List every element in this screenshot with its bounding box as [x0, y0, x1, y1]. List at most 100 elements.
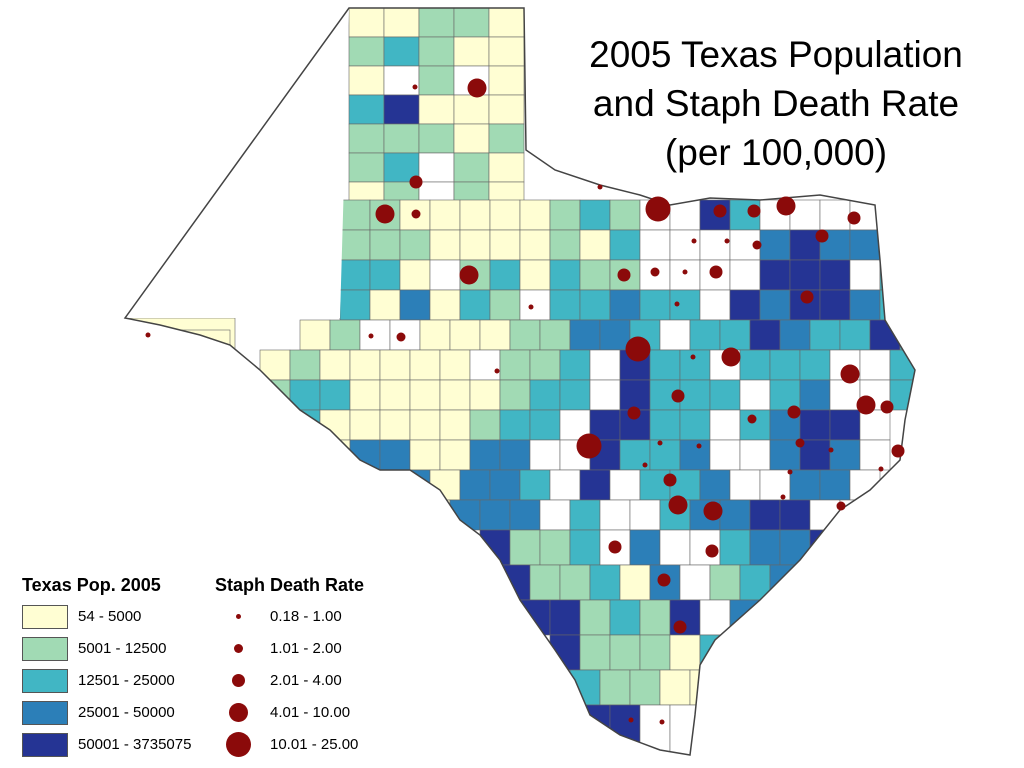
county	[383, 94, 420, 125]
staph-rate-dot	[617, 268, 631, 282]
county	[609, 599, 641, 636]
staph-rate-dot	[696, 443, 702, 449]
county	[383, 36, 420, 67]
county	[489, 289, 521, 321]
county	[629, 669, 661, 706]
county	[569, 319, 601, 351]
county	[699, 229, 731, 261]
county	[409, 379, 441, 411]
county	[499, 439, 531, 471]
county	[579, 199, 611, 231]
staph-rate-dot	[368, 333, 374, 339]
county	[859, 349, 891, 381]
staph-rate-dot	[657, 440, 663, 446]
county	[609, 289, 641, 321]
swatch-1	[22, 605, 68, 629]
staph-dots	[145, 78, 905, 725]
population-label-3: 12501 - 25000	[78, 672, 175, 689]
county	[609, 634, 641, 671]
staph-rate-dot	[795, 438, 805, 448]
state-outline	[123, 7, 916, 756]
county	[759, 259, 791, 291]
county	[399, 259, 431, 291]
county	[339, 289, 371, 321]
county	[459, 199, 491, 231]
staph-rate-dot	[657, 573, 671, 587]
staph-rate-dot	[747, 414, 757, 424]
staph-dot-2	[234, 644, 243, 653]
county	[689, 669, 721, 706]
county	[469, 379, 501, 411]
county	[339, 229, 371, 261]
county	[739, 439, 771, 471]
staph-rate-dot	[625, 336, 651, 362]
county	[609, 229, 641, 261]
county	[659, 669, 691, 706]
staph-rate-dot	[713, 204, 727, 218]
staph-rate-dot	[528, 304, 534, 310]
staph-rate-dot	[856, 395, 876, 415]
county	[519, 199, 551, 231]
county	[709, 409, 741, 441]
county	[769, 349, 801, 381]
county	[639, 229, 671, 261]
county	[479, 319, 511, 351]
county	[679, 379, 711, 411]
staph-rate-dot	[459, 265, 479, 285]
county	[839, 319, 871, 351]
staph-rate-dot	[412, 84, 418, 90]
county	[819, 469, 851, 501]
county	[709, 564, 741, 601]
county	[453, 36, 490, 67]
county	[159, 329, 231, 371]
county	[418, 8, 455, 38]
county	[429, 259, 461, 291]
county	[289, 439, 321, 471]
county	[559, 379, 591, 411]
county	[409, 349, 441, 381]
county	[519, 289, 551, 321]
staph-rate-dot	[411, 209, 421, 219]
staph-rate-dot	[494, 368, 500, 374]
county	[488, 8, 525, 38]
county	[609, 199, 641, 231]
county	[349, 379, 381, 411]
staph-rate-dot	[878, 466, 884, 472]
staph-rate-dot	[703, 501, 723, 521]
county	[639, 599, 671, 636]
county	[359, 319, 391, 351]
county	[629, 499, 661, 531]
county	[769, 379, 801, 411]
county	[689, 319, 721, 351]
staph-class-2: 1.01 - 2.00	[222, 637, 392, 663]
county	[383, 123, 420, 154]
county	[549, 199, 581, 231]
staph-label-2: 1.01 - 2.00	[270, 640, 342, 657]
county	[699, 704, 731, 755]
county	[529, 379, 561, 411]
county	[509, 499, 541, 531]
swatch-2	[22, 637, 68, 661]
county	[849, 289, 881, 321]
county	[319, 379, 351, 411]
county	[679, 349, 711, 381]
county	[349, 349, 381, 381]
county	[920, 350, 950, 380]
county	[909, 229, 915, 261]
staph-dot-1	[236, 614, 241, 619]
county	[418, 36, 455, 67]
county	[619, 379, 651, 411]
county	[229, 409, 261, 441]
staph-rate-dot	[409, 175, 423, 189]
county	[125, 317, 236, 379]
county	[319, 349, 351, 381]
county	[659, 529, 691, 566]
county	[509, 319, 541, 351]
county	[829, 439, 861, 471]
county	[669, 199, 701, 231]
county-grid	[125, 8, 950, 755]
county	[609, 469, 641, 501]
county	[499, 379, 531, 411]
county	[879, 259, 911, 291]
staph-rate-dot	[642, 462, 648, 468]
